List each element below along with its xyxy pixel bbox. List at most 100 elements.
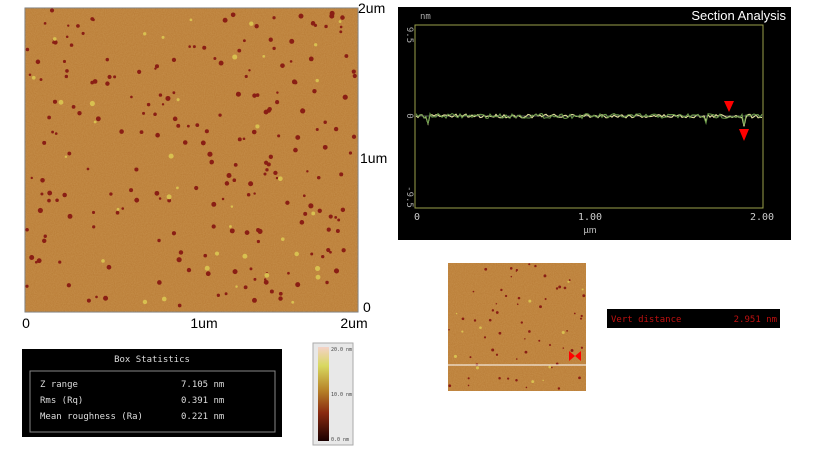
pit	[95, 116, 101, 122]
pit	[551, 366, 553, 369]
y-tick-label: 9.5	[404, 27, 414, 43]
pit	[582, 294, 586, 298]
pit	[580, 314, 583, 318]
pit	[25, 227, 29, 232]
pit	[561, 331, 565, 335]
pit	[188, 45, 191, 48]
pit	[264, 272, 270, 278]
pit	[263, 109, 269, 115]
pit	[86, 298, 91, 303]
pit	[209, 159, 215, 165]
pit	[86, 167, 90, 171]
pit	[42, 140, 47, 145]
pit	[182, 140, 188, 145]
pit	[488, 318, 492, 322]
pit	[176, 123, 181, 128]
pit	[134, 167, 139, 172]
pit	[539, 305, 542, 309]
pit	[101, 259, 105, 263]
pit	[498, 377, 501, 380]
pit	[115, 210, 120, 215]
pit	[504, 294, 508, 298]
pit	[287, 271, 290, 275]
pit	[76, 24, 80, 28]
pit	[92, 225, 96, 229]
pit	[467, 377, 470, 380]
pit	[314, 265, 321, 271]
pit	[479, 326, 482, 330]
pit	[218, 113, 222, 117]
pit	[578, 376, 581, 380]
pit	[93, 120, 97, 124]
pit	[311, 211, 316, 216]
pit	[461, 317, 465, 321]
pit	[308, 203, 314, 209]
pit	[89, 100, 95, 107]
pit	[484, 267, 488, 271]
pit	[178, 250, 184, 255]
pit	[143, 32, 147, 36]
pit	[251, 129, 257, 135]
pit	[207, 151, 213, 157]
profile	[415, 112, 763, 126]
pit	[531, 380, 535, 383]
pit	[28, 73, 32, 76]
pit	[192, 45, 196, 49]
pit	[105, 81, 110, 86]
pit	[154, 190, 160, 196]
pit	[161, 103, 165, 106]
pit	[175, 186, 179, 190]
pit	[278, 291, 283, 296]
box-statistics: Box Statistics Z range 7.105 nm Rms (Rq)…	[22, 349, 282, 437]
pit	[339, 172, 344, 177]
pit	[272, 16, 276, 20]
pit	[64, 155, 68, 158]
pit	[563, 286, 567, 290]
pit	[581, 288, 584, 291]
pit	[337, 218, 341, 222]
pit	[515, 378, 518, 382]
pit	[65, 35, 69, 39]
pit	[40, 192, 44, 196]
pit	[500, 288, 503, 292]
pit	[515, 270, 518, 272]
pit	[567, 280, 570, 283]
pit	[548, 343, 552, 347]
pit	[230, 205, 234, 208]
pit	[146, 102, 151, 107]
pit	[71, 105, 76, 109]
pit	[107, 74, 112, 79]
pit	[203, 253, 208, 258]
pit	[30, 176, 33, 180]
pit	[340, 207, 346, 213]
pit	[448, 384, 452, 388]
pit	[302, 194, 306, 198]
pit	[315, 274, 321, 280]
pit	[321, 254, 325, 259]
pit	[224, 292, 228, 296]
pit	[324, 24, 328, 29]
pit	[256, 228, 261, 233]
pit	[252, 297, 257, 303]
y-tick-label: -9.5	[404, 186, 414, 208]
pit	[25, 47, 30, 52]
cursor	[575, 351, 581, 361]
pit	[352, 73, 357, 79]
section-panel: nm Section Analysis 9.5 0 -9.5 0 1.00 2.…	[398, 7, 791, 240]
pit	[157, 238, 161, 243]
axis-label: 2um	[358, 0, 385, 16]
pit	[229, 228, 235, 234]
pit	[171, 231, 177, 236]
pit	[25, 284, 29, 288]
pit	[95, 295, 98, 299]
pit	[237, 48, 242, 53]
axis-label: 2um	[340, 315, 367, 331]
pit	[299, 220, 305, 225]
pit	[157, 280, 162, 285]
pit	[557, 387, 561, 390]
pit	[47, 198, 51, 203]
stat-value: 0.221 nm	[181, 412, 224, 422]
pit	[229, 225, 232, 228]
pit	[306, 170, 309, 173]
pit	[67, 213, 73, 219]
